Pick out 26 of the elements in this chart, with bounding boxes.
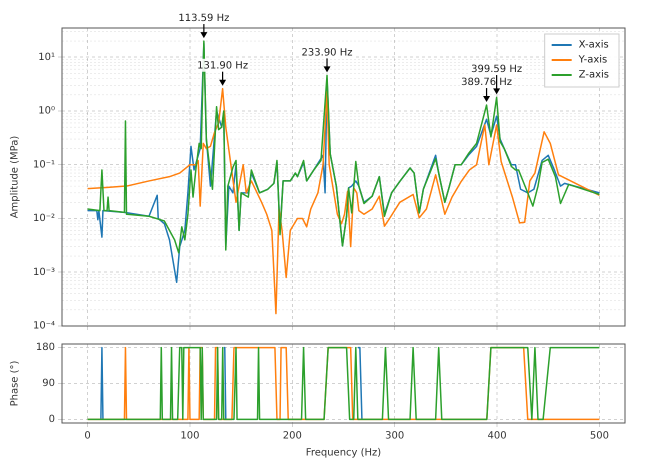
- legend-label: Y-axis: [578, 54, 608, 66]
- x-axis-title: Frequency (Hz): [306, 448, 382, 459]
- annotation: 389.76 Hz: [461, 77, 512, 88]
- annotation: 233.90 Hz: [302, 47, 352, 58]
- legend-label: X-axis: [578, 40, 609, 51]
- legend-label: Z-axis: [578, 70, 610, 81]
- x-tick-label: 500: [590, 430, 609, 442]
- y-axis-title: Amplitude (MPa): [10, 136, 21, 218]
- annotation: 131.90 Hz: [197, 60, 248, 72]
- y-tick-label: 10⁻³: [32, 266, 55, 278]
- y-axis-title: Phase (°): [10, 360, 21, 406]
- x-tick-label: 0: [84, 430, 91, 442]
- x-tick-label: 300: [385, 430, 404, 442]
- y-tick-label: 0: [48, 414, 55, 426]
- y-tick-label: 10⁻¹: [32, 159, 55, 170]
- y-tick-label: 180: [36, 342, 55, 354]
- y-tick-label: 10⁻⁴: [32, 320, 55, 332]
- y-tick-label: 10⁻²: [32, 213, 55, 224]
- x-tick-label: 400: [488, 430, 507, 442]
- x-tick-label: 100: [180, 430, 200, 442]
- y-tick-label: 90: [42, 378, 55, 390]
- y-tick-label: 10¹: [38, 52, 55, 63]
- y-tick-label: 10⁰: [38, 106, 55, 117]
- annotation: 399.59 Hz: [471, 64, 522, 76]
- x-tick-label: 200: [282, 430, 302, 442]
- annotation: 113.59 Hz: [178, 13, 230, 24]
